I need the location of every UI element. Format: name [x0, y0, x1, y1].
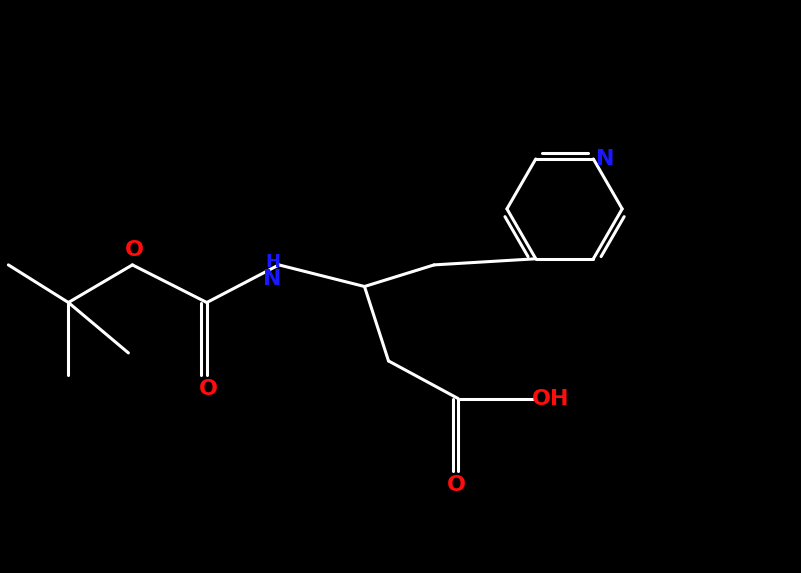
Text: H: H: [265, 253, 280, 270]
Text: N: N: [596, 149, 614, 169]
Text: O: O: [447, 475, 466, 495]
Text: OH: OH: [531, 388, 569, 409]
Text: O: O: [199, 379, 218, 399]
Text: O: O: [124, 241, 143, 261]
Text: N: N: [264, 269, 282, 289]
